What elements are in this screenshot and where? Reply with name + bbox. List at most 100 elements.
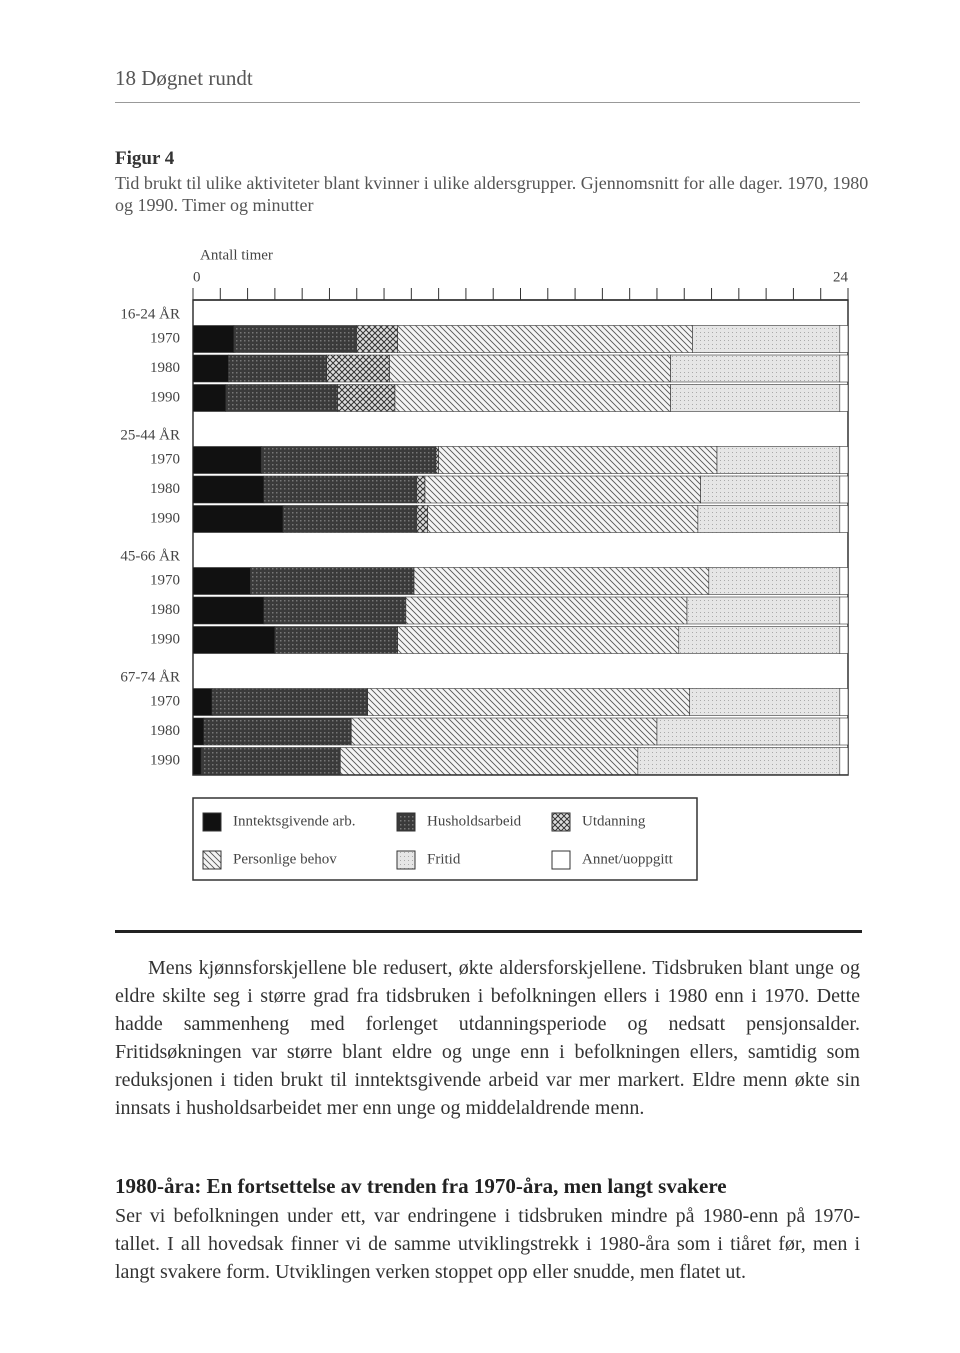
x-tick-label: 0 xyxy=(193,269,201,285)
category-label: 1970 xyxy=(150,572,180,588)
bar-segment xyxy=(326,354,390,383)
bar-segment xyxy=(203,717,352,746)
bar-segment xyxy=(192,446,262,474)
bar-segment xyxy=(405,596,688,625)
bar-segment xyxy=(839,596,849,625)
bar-segment xyxy=(192,567,251,595)
bar-segment xyxy=(250,567,415,595)
bar-segment xyxy=(228,354,328,383)
bar-segment xyxy=(356,325,398,353)
category-label: 1970 xyxy=(150,330,180,346)
category-label: 1990 xyxy=(150,631,180,647)
chart: Antall timer 0 24 16-24 ÅR 25-44 ÅR 45-66 ÅR… xyxy=(120,247,849,881)
bar-segment xyxy=(839,626,849,654)
bar-segment xyxy=(839,446,849,474)
figure-label: Figur 4 xyxy=(115,148,175,169)
bar-segment xyxy=(211,688,368,716)
bar-segment xyxy=(686,596,841,625)
bar-segment xyxy=(839,384,849,412)
paragraph: Ser vi befolkningen under ett, var endri… xyxy=(115,1205,860,1283)
section-rule xyxy=(115,930,862,933)
bar-segment xyxy=(350,717,658,746)
bar-segment xyxy=(192,688,213,716)
legend-label: Fritid xyxy=(427,851,461,867)
legend-swatch xyxy=(396,850,416,870)
bar-segment xyxy=(192,717,205,746)
bar-segment xyxy=(670,384,841,412)
bar-segment xyxy=(394,384,671,412)
group-label: 45-66 ÅR xyxy=(120,548,180,564)
bar-segment xyxy=(192,505,284,533)
bar-segment xyxy=(435,446,439,474)
bar-segment xyxy=(260,446,437,474)
group-label: 67-74 ÅR xyxy=(120,669,180,685)
x-tick-label: 24 xyxy=(833,269,849,285)
bar-segment xyxy=(192,384,227,412)
bar-segment xyxy=(637,747,841,775)
legend-label: Husholdsarbeid xyxy=(427,813,522,829)
bar-segment xyxy=(839,688,849,716)
page-header: 18 Døgnet rundt xyxy=(115,66,253,90)
legend-box xyxy=(192,797,698,881)
category-label: 1990 xyxy=(150,510,180,526)
bar-segment xyxy=(389,354,671,383)
bar-segment xyxy=(397,626,680,654)
bar-segment xyxy=(692,325,841,353)
legend-label: Inntektsgivende arb. xyxy=(233,813,355,829)
bar-segment xyxy=(233,325,358,353)
bar-segment xyxy=(438,446,718,474)
bar-segment xyxy=(839,354,849,383)
bar-segment xyxy=(192,475,265,504)
bar-segment xyxy=(367,688,691,716)
category-label: 1980 xyxy=(150,360,180,376)
bar-segment xyxy=(697,505,841,533)
bar-segment xyxy=(337,384,396,412)
bar-segment xyxy=(839,567,849,595)
section-heading: 1980-åra: En fortsettelse av trenden fra… xyxy=(115,1174,727,1198)
legend-label: Utdanning xyxy=(582,813,646,829)
group-label: 16-24 ÅR xyxy=(120,306,180,322)
figure-caption: Tid brukt til ulike aktiviteter blant kv… xyxy=(115,173,869,215)
legend-swatch xyxy=(396,812,416,832)
bar-segment xyxy=(340,747,639,775)
category-label: 1990 xyxy=(150,752,180,768)
bar-segment xyxy=(689,688,841,716)
x-axis-label: Antall timer xyxy=(200,247,273,263)
bar-segment xyxy=(670,354,841,383)
bar-segment xyxy=(397,325,693,353)
bar-segment xyxy=(839,717,849,746)
bar-segment xyxy=(200,747,341,775)
bar-segment xyxy=(700,475,841,504)
header-rule xyxy=(115,102,860,103)
bar-segment xyxy=(839,325,849,353)
legend-swatch xyxy=(202,850,222,870)
legend-label: Annet/uoppgitt xyxy=(582,851,674,867)
bar-segment xyxy=(225,384,338,412)
bar-segment xyxy=(192,354,229,383)
bar-segment xyxy=(678,626,841,654)
legend-swatch xyxy=(202,812,222,832)
category-label: 1980 xyxy=(150,602,180,618)
bar-segment xyxy=(282,505,418,533)
bar-segment xyxy=(708,567,841,595)
bar-segment xyxy=(263,596,407,625)
bar-segment xyxy=(192,325,235,353)
category-label: 1970 xyxy=(150,451,180,467)
legend-swatch xyxy=(551,812,571,832)
category-label: 1980 xyxy=(150,723,180,739)
bar-segment xyxy=(839,475,849,504)
bar-segment xyxy=(716,446,841,474)
bar-segment xyxy=(416,475,426,504)
bar-segment xyxy=(263,475,418,504)
paragraph: Mens kjønnsforskjellene ble redusert, øk… xyxy=(115,957,860,1119)
bar-segment xyxy=(416,505,429,533)
legend-swatch xyxy=(551,850,571,870)
bar-segment xyxy=(274,626,398,654)
category-label: 1970 xyxy=(150,693,180,709)
bar-segment xyxy=(192,596,265,625)
bar-segment xyxy=(192,747,202,775)
bar-segment xyxy=(424,475,701,504)
legend-label: Personlige behov xyxy=(233,851,337,867)
bar-segment xyxy=(413,567,710,595)
